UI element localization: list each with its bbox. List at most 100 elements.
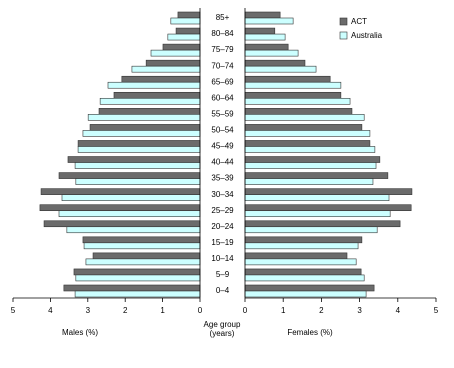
bar-female (244, 140, 371, 147)
bar-female (244, 146, 376, 153)
bar-male (61, 194, 201, 201)
x-tick-label: 3 (86, 306, 91, 315)
bar-male (99, 97, 201, 105)
bar-male (131, 65, 201, 73)
bar-male (58, 172, 201, 179)
bar-male (74, 290, 201, 298)
category-label: 0–4 (216, 286, 230, 295)
bar-female (244, 210, 391, 218)
bar-male (89, 124, 201, 131)
bar-male (74, 162, 201, 169)
legend-label: ACT (351, 17, 367, 26)
category-label: 30–34 (211, 190, 234, 199)
bar-female (244, 268, 362, 276)
bar-male (83, 242, 201, 250)
bar-female (244, 11, 281, 19)
bar-female (244, 81, 342, 89)
bar-male (98, 108, 201, 115)
category-label: 15–19 (211, 238, 234, 247)
bar-female (244, 236, 363, 244)
bar-male (67, 156, 201, 163)
x-tick-label: 5 (434, 306, 439, 315)
bar-male (92, 252, 201, 260)
category-label: 70–74 (211, 61, 234, 70)
category-label: 5–9 (216, 270, 230, 279)
x-tick-label: 1 (160, 306, 165, 315)
legend-swatch (339, 31, 348, 40)
bar-female (244, 274, 365, 282)
bar-female (244, 258, 357, 266)
bar-female (244, 65, 317, 73)
bar-female (244, 220, 401, 228)
bar-female (244, 194, 390, 201)
legend-swatch (339, 17, 348, 26)
right-axis-label: Females (%) (287, 328, 333, 337)
bar-male (43, 220, 201, 228)
bar-female (244, 130, 371, 137)
bar-female (244, 124, 363, 131)
x-tick-label: 3 (357, 306, 362, 315)
bar-female (244, 97, 351, 105)
bar-male (82, 130, 201, 137)
bar-male (39, 204, 201, 212)
bar-female (244, 43, 289, 51)
bar-male (107, 81, 201, 89)
bar-male (75, 274, 201, 282)
legend-label: Australia (351, 31, 383, 40)
bar-male (150, 49, 201, 57)
bar-male (63, 284, 201, 292)
x-tick-label: 4 (396, 306, 401, 315)
bar-female (244, 204, 412, 212)
x-tick-label: 5 (11, 306, 16, 315)
bar-female (244, 188, 413, 195)
bar-male (73, 268, 201, 276)
bar-female (244, 156, 381, 163)
category-label: 85+ (216, 13, 230, 22)
bar-female (244, 178, 374, 185)
bar-female (244, 114, 365, 121)
bar-male (113, 91, 201, 99)
bar-female (244, 226, 378, 234)
x-tick-label: 2 (319, 306, 324, 315)
category-label: 50–54 (211, 126, 234, 135)
bar-female (244, 17, 294, 25)
left-axis-label: Males (%) (62, 328, 98, 337)
category-label: 35–39 (211, 174, 234, 183)
category-label: 40–44 (211, 158, 234, 167)
bar-male (145, 59, 201, 67)
bar-male (77, 140, 201, 147)
bar-female (244, 284, 375, 292)
bar-male (175, 27, 201, 35)
bar-female (244, 59, 306, 67)
category-label: 10–14 (211, 254, 234, 263)
bar-male (40, 188, 201, 195)
center-label: (years) (210, 329, 235, 338)
x-tick-label: 2 (123, 306, 128, 315)
bar-male (82, 236, 201, 244)
bar-male (58, 210, 201, 218)
category-label: 45–49 (211, 142, 234, 151)
bar-male (162, 43, 201, 51)
bar-male (85, 258, 201, 266)
category-label: 65–69 (211, 77, 234, 86)
category-label: 25–29 (211, 206, 234, 215)
bar-male (170, 17, 201, 25)
bar-male (177, 11, 201, 19)
category-label: 20–24 (211, 222, 234, 231)
bar-female (244, 33, 286, 41)
x-tick-label: 1 (281, 306, 286, 315)
x-tick-label: 0 (243, 306, 248, 315)
bar-female (244, 252, 348, 260)
bar-female (244, 49, 299, 57)
bar-male (121, 75, 201, 83)
x-tick-label: 4 (48, 306, 53, 315)
bar-female (244, 242, 359, 250)
bar-male (167, 33, 201, 41)
bar-male (66, 226, 201, 234)
category-label: 55–59 (211, 109, 234, 118)
category-label: 80–84 (211, 29, 234, 38)
category-label: 60–64 (211, 93, 234, 102)
category-label: 75–79 (211, 45, 234, 54)
x-tick-label: 0 (198, 306, 203, 315)
